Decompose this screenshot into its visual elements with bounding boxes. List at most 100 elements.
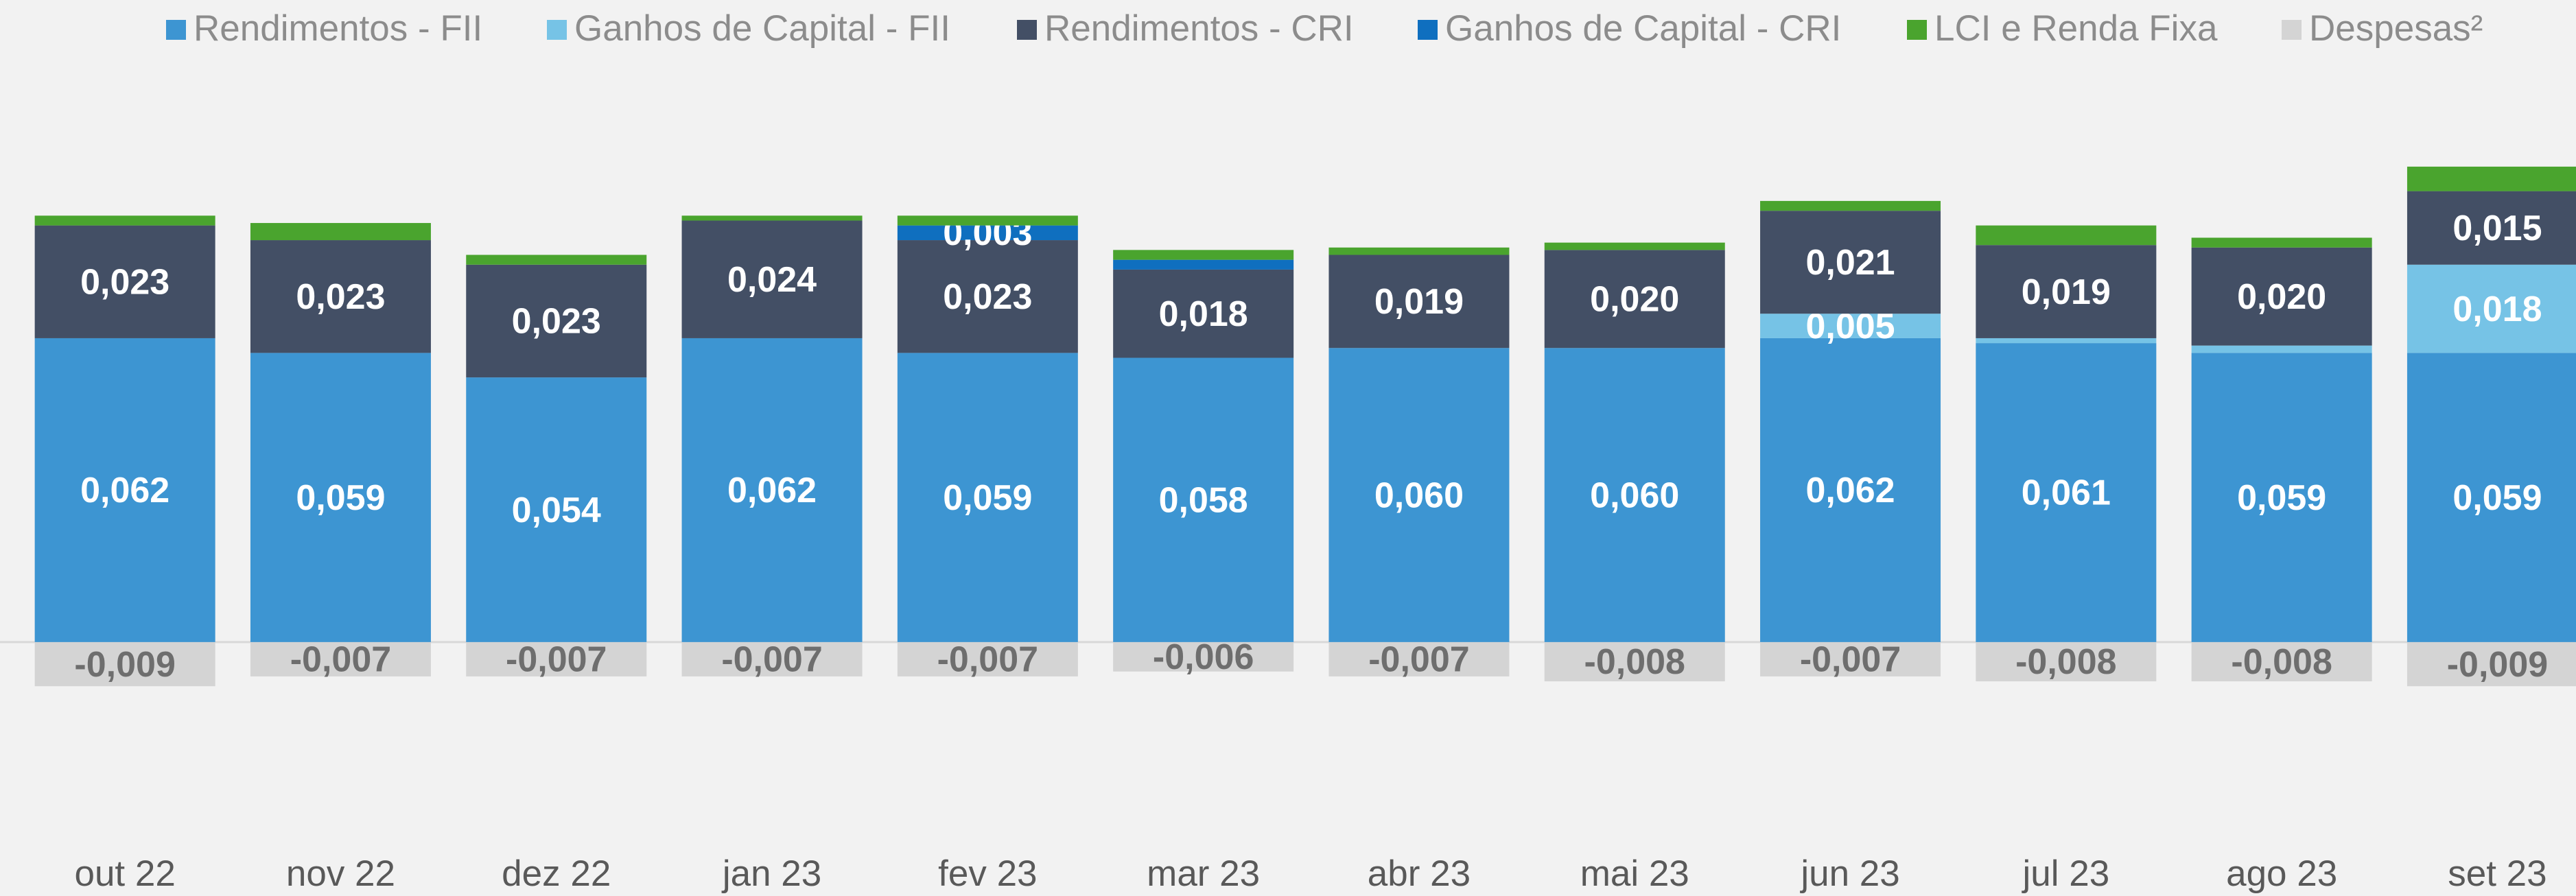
bar-segment: [1328, 641, 1510, 676]
bar-segment: [1760, 641, 1941, 676]
bar-segment: [681, 220, 863, 338]
data-label: -0,007: [1800, 640, 1901, 680]
data-label: -0,007: [290, 640, 391, 680]
data-label: -0,008: [1584, 642, 1685, 682]
bar-segment: [1760, 211, 1941, 314]
bar-segment: [1544, 348, 1725, 642]
bar-segment: [2191, 247, 2372, 346]
data-label: 0,018: [1159, 294, 1248, 334]
bar-segment: [681, 641, 863, 676]
bar-segment: [1760, 338, 1941, 642]
bar-segment: [2407, 264, 2576, 353]
data-label: -0,007: [937, 640, 1038, 680]
legend-swatch: [547, 20, 567, 40]
bar-segment: [1760, 200, 1941, 211]
x-tick-label: jul 23: [2021, 853, 2109, 894]
data-label: 0,061: [2022, 473, 2111, 513]
x-tick-label: mar 23: [1147, 853, 1260, 894]
bar-segment: [1113, 259, 1294, 270]
bar-segment: [1544, 641, 1725, 682]
bar-segment: [681, 338, 863, 642]
bar-segment: [2191, 641, 2372, 682]
bar-segment: [681, 215, 863, 221]
data-label: 0,020: [2237, 277, 2326, 317]
data-label: 0,060: [1374, 475, 1464, 515]
legend-label: Rendimentos - FII: [194, 8, 482, 49]
data-label: -0,009: [2447, 645, 2548, 685]
x-tick-label: jun 23: [1799, 853, 1899, 894]
bar-segment: [897, 215, 1078, 226]
bar-segment: [466, 264, 647, 378]
data-label: 0,059: [2237, 478, 2326, 518]
bar-segment: [34, 215, 215, 226]
data-label: 0,059: [943, 478, 1032, 518]
bar-segment: [1544, 242, 1725, 250]
bar-segment: [2191, 237, 2372, 248]
bar-segment: [466, 255, 647, 265]
x-tick-label: abr 23: [1368, 853, 1471, 894]
data-label: 0,058: [1159, 480, 1248, 520]
bar-segment: [34, 225, 215, 338]
data-label: -0,007: [506, 640, 607, 680]
data-label: 0,062: [1805, 471, 1895, 510]
data-label: 0,021: [1805, 243, 1895, 283]
data-label: 0,015: [2452, 209, 2542, 248]
bar-segment: [897, 353, 1078, 642]
bar-segment: [897, 240, 1078, 353]
bar-segment: [1113, 269, 1294, 358]
x-tick-label: jan 23: [721, 853, 821, 894]
bar-segment: [2191, 345, 2372, 353]
bar-segment: [2191, 353, 2372, 642]
bar-segment: [250, 641, 431, 676]
data-label: 0,023: [943, 277, 1032, 317]
bar-segment: [2407, 353, 2576, 642]
data-label: 0,023: [512, 302, 601, 342]
bar-segment: [2407, 191, 2576, 265]
bar-segment: [250, 223, 431, 241]
data-label: 0,059: [2452, 478, 2542, 518]
bar-segment: [34, 641, 215, 687]
data-label: 0,060: [1590, 475, 1679, 515]
bar-segment: [466, 377, 647, 642]
legend-label: Rendimentos - CRI: [1044, 8, 1354, 49]
x-tick-label: fev 23: [938, 853, 1037, 894]
legend-label: Ganhos de Capital - CRI: [1445, 8, 1841, 49]
bar-segment: [1328, 255, 1510, 349]
legend-swatch: [1907, 20, 1927, 40]
x-tick-label: dez 22: [502, 853, 611, 894]
data-label: 0,024: [727, 260, 817, 300]
data-label: 0,054: [512, 491, 601, 530]
data-label: -0,007: [1368, 640, 1469, 680]
x-tick-label: set 23: [2448, 853, 2546, 894]
bar-segment: [2407, 166, 2576, 191]
data-label: -0,009: [74, 645, 175, 685]
data-label: 0,018: [2452, 290, 2542, 329]
x-tick-label: out 22: [74, 853, 175, 894]
legend-label: Despesas²: [2309, 8, 2483, 49]
data-label: -0,008: [2015, 642, 2116, 682]
bar-segment: [1113, 357, 1294, 642]
data-label: 0,019: [1374, 282, 1464, 322]
bar-segment: [34, 338, 215, 642]
data-label: -0,006: [1153, 637, 1254, 677]
bar-segment: [250, 240, 431, 353]
data-label: 0,023: [296, 277, 385, 317]
bar-segment: [1976, 338, 2157, 344]
bar-segment: [1328, 348, 1510, 642]
bar-segment: [1760, 314, 1941, 338]
legend-swatch: [1017, 20, 1037, 40]
bar-segment: [250, 353, 431, 642]
bar-segment: [897, 641, 1078, 676]
data-label: 0,062: [80, 471, 169, 510]
data-label: -0,007: [721, 640, 822, 680]
legend-swatch: [1418, 20, 1438, 40]
bar-segment: [897, 225, 1078, 241]
legend-swatch: [2282, 20, 2302, 40]
data-label: 0,023: [80, 263, 169, 303]
data-label: 0,059: [296, 478, 385, 518]
data-label: -0,008: [2231, 642, 2332, 682]
bar-segment: [1113, 641, 1294, 672]
bar-segment: [1976, 225, 2157, 246]
